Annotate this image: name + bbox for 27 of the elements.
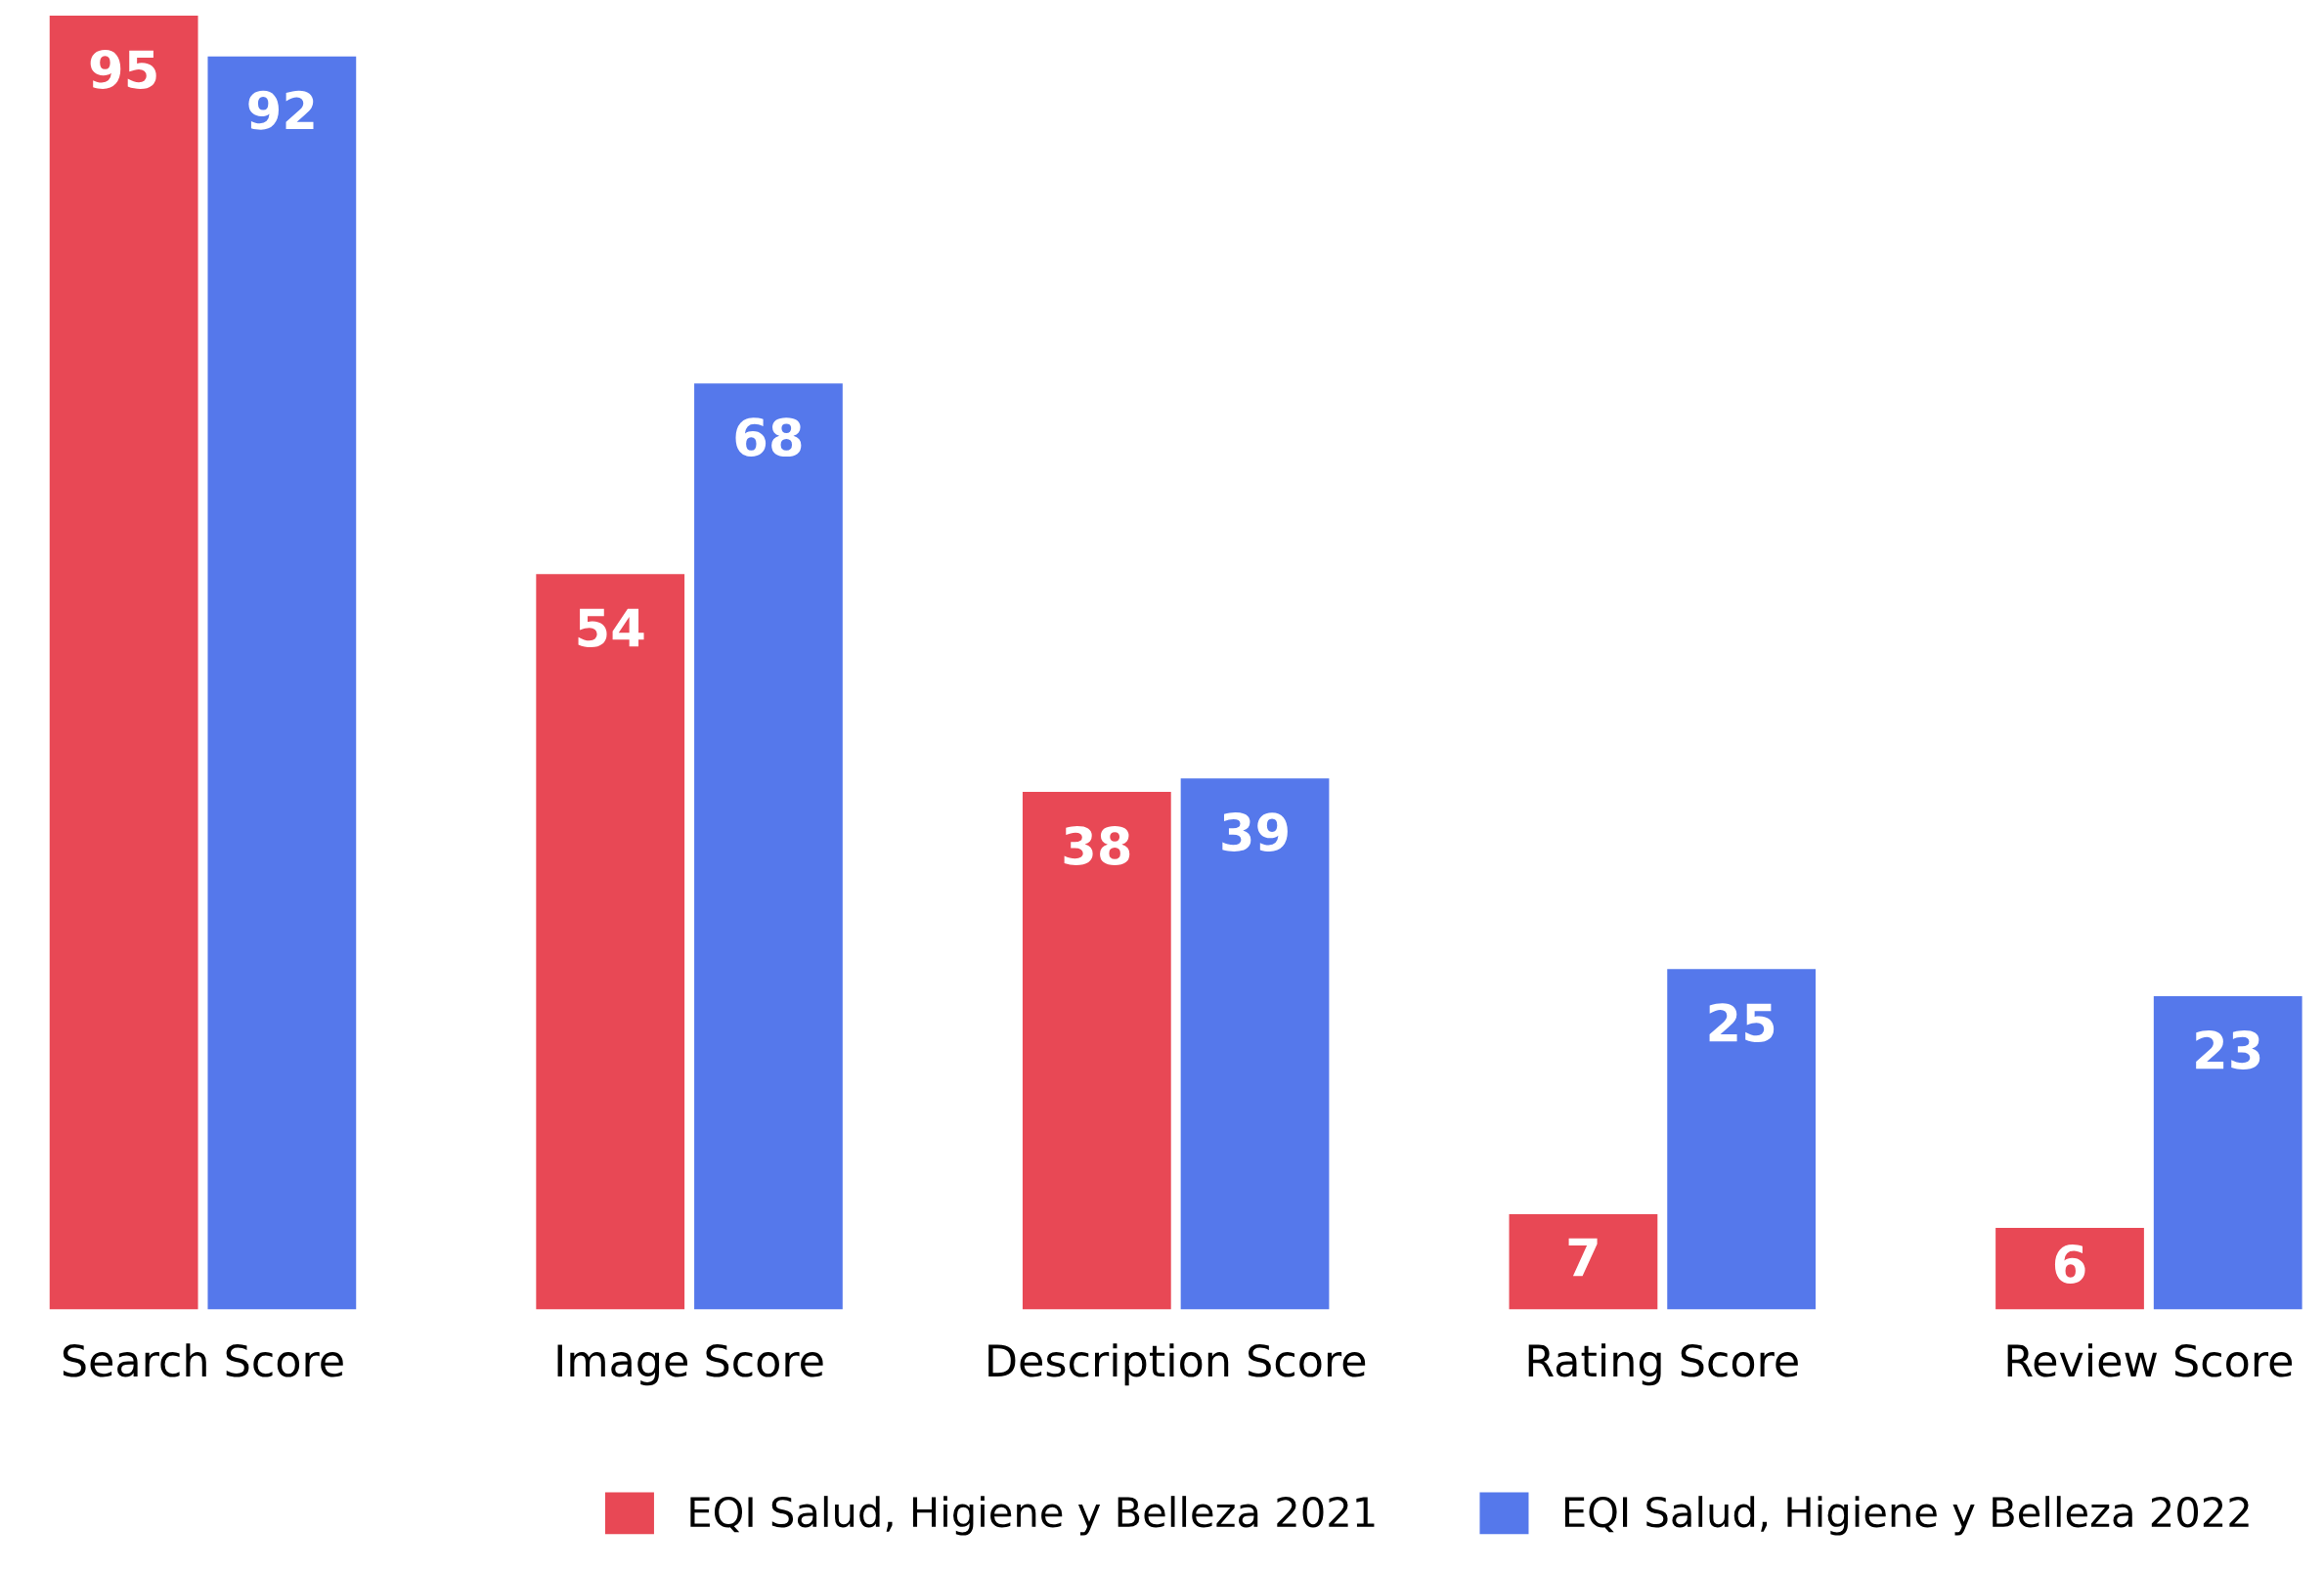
data-label: 23 <box>2196 1030 2260 1070</box>
data-label: 39 <box>1222 812 1288 852</box>
bar <box>207 56 357 1310</box>
data-label: 92 <box>248 90 314 130</box>
data-label: 38 <box>1064 826 1130 865</box>
legend-label: EQI Salud, Higiene y Belleza 2021 <box>690 1496 1375 1536</box>
bar <box>2153 996 2302 1310</box>
bar <box>536 574 685 1310</box>
data-label: 7 <box>1568 1238 1598 1277</box>
data-label: 6 <box>2054 1244 2085 1284</box>
bar <box>1509 1213 1658 1310</box>
bar <box>694 383 843 1310</box>
data-label: 25 <box>1709 1003 1775 1043</box>
data-label: 54 <box>578 608 644 648</box>
x-tick-label: Review Score <box>2007 1343 2293 1377</box>
bar <box>1180 778 1330 1310</box>
x-tick-label: Rating Score <box>1528 1343 1798 1386</box>
bar <box>1022 792 1171 1310</box>
bar <box>1667 969 1817 1310</box>
bar <box>49 16 198 1310</box>
legend-label: EQI Salud, Higiene y Belleza 2022 <box>1564 1496 2249 1536</box>
data-label: 95 <box>90 50 156 89</box>
x-tick-label: Description Score <box>988 1343 1366 1386</box>
data-label: 68 <box>735 417 802 458</box>
bar <box>1995 1227 2144 1310</box>
x-tick-label: Search Score <box>63 1343 343 1377</box>
x-tick-label: Image Score <box>557 1343 823 1386</box>
